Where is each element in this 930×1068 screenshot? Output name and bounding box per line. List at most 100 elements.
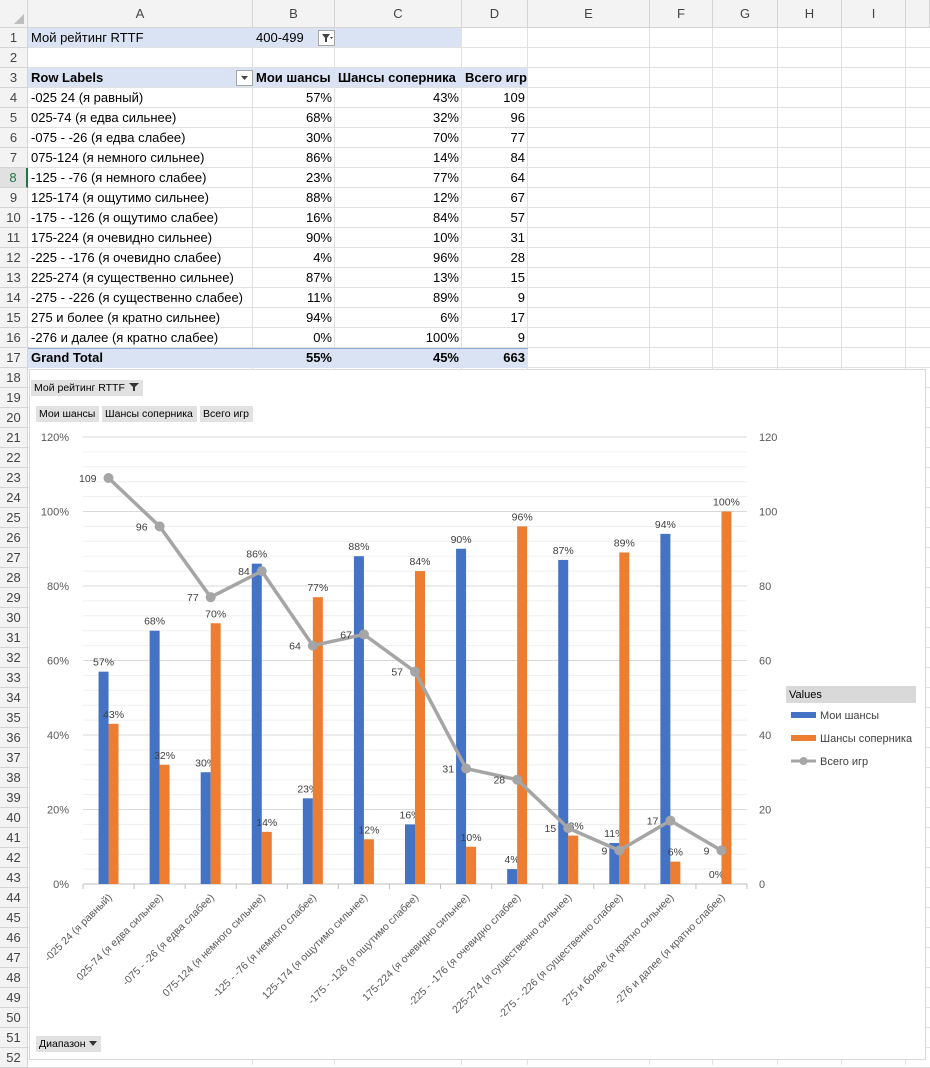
column-header-C[interactable]: C: [335, 0, 462, 28]
grand-total-cell[interactable]: 55%: [305, 350, 332, 365]
row-header-40[interactable]: 40: [0, 808, 28, 828]
table-cell[interactable]: 57: [510, 210, 525, 225]
table-cell[interactable]: 9: [517, 290, 525, 305]
table-cell[interactable]: 15: [510, 270, 525, 285]
table-cell[interactable]: 96: [510, 110, 525, 125]
row-header-37[interactable]: 37: [0, 748, 28, 768]
row-header-49[interactable]: 49: [0, 988, 28, 1008]
row-header-47[interactable]: 47: [0, 948, 28, 968]
table-cell[interactable]: 11%: [306, 290, 332, 305]
table-cell[interactable]: 0%: [313, 330, 332, 345]
row-header-12[interactable]: 12: [0, 248, 28, 268]
table-cell[interactable]: 89%: [432, 290, 459, 305]
table-cell[interactable]: 28: [510, 250, 525, 265]
table-cell[interactable]: -025 24 (я равный): [31, 90, 144, 105]
row-header-24[interactable]: 24: [0, 488, 28, 508]
table-cell[interactable]: 12%: [432, 190, 459, 205]
table-cell[interactable]: 100%: [425, 330, 459, 345]
table-cell[interactable]: 23%: [305, 170, 332, 185]
row-header-38[interactable]: 38: [0, 768, 28, 788]
row-header-4[interactable]: 4: [0, 88, 28, 108]
table-cell[interactable]: 32%: [432, 110, 459, 125]
row-header-44[interactable]: 44: [0, 888, 28, 908]
grand-total-cell[interactable]: 663: [503, 350, 525, 365]
column-header-E[interactable]: E: [528, 0, 650, 28]
row-header-50[interactable]: 50: [0, 1008, 28, 1028]
table-cell[interactable]: -225 - -176 (я очевидно слабее): [31, 250, 222, 265]
row-header-8[interactable]: 8: [0, 168, 28, 188]
filter-dropdown-button[interactable]: [318, 30, 335, 46]
table-cell[interactable]: 86%: [305, 150, 332, 165]
select-all-corner[interactable]: [0, 0, 28, 28]
table-cell[interactable]: 109: [503, 90, 525, 105]
table-cell[interactable]: 67: [510, 190, 525, 205]
chart-axis-field-button[interactable]: Диапазон: [36, 1036, 102, 1052]
table-cell[interactable]: 175-224 (я очевидно сильнее): [31, 230, 213, 245]
row-header-52[interactable]: 52: [0, 1048, 28, 1068]
chart-value-button-1[interactable]: Мои шансы: [36, 406, 99, 422]
row-header-34[interactable]: 34: [0, 688, 28, 708]
table-cell[interactable]: -125 - -76 (я немного слабее): [31, 170, 207, 185]
row-header-25[interactable]: 25: [0, 508, 28, 528]
row-header-32[interactable]: 32: [0, 648, 28, 668]
table-cell[interactable]: -276 и далее (я кратно слабее): [31, 330, 219, 345]
row-header-41[interactable]: 41: [0, 828, 28, 848]
column-header-A[interactable]: A: [28, 0, 253, 28]
row-header-23[interactable]: 23: [0, 468, 28, 488]
table-cell[interactable]: 88%: [305, 190, 332, 205]
table-cell[interactable]: 90%: [305, 230, 332, 245]
row-header-31[interactable]: 31: [0, 628, 28, 648]
table-cell[interactable]: 68%: [305, 110, 332, 125]
row-header-10[interactable]: 10: [0, 208, 28, 228]
row-header-18[interactable]: 18: [0, 368, 28, 388]
row-header-39[interactable]: 39: [0, 788, 28, 808]
row-header-43[interactable]: 43: [0, 868, 28, 888]
chart-value-button-2[interactable]: Шансы соперника: [102, 406, 197, 422]
row-header-36[interactable]: 36: [0, 728, 28, 748]
table-cell[interactable]: 31: [510, 230, 525, 245]
row-header-46[interactable]: 46: [0, 928, 28, 948]
table-cell[interactable]: 13%: [432, 270, 459, 285]
chart-value-button-3[interactable]: Всего игр: [200, 406, 253, 422]
table-cell[interactable]: 6%: [440, 310, 459, 325]
row-header-6[interactable]: 6: [0, 128, 28, 148]
row-header-2[interactable]: 2: [0, 48, 28, 68]
table-cell[interactable]: 43%: [432, 90, 459, 105]
row-header-9[interactable]: 9: [0, 188, 28, 208]
table-cell[interactable]: 30%: [305, 130, 332, 145]
table-cell[interactable]: 4%: [313, 250, 332, 265]
row-header-17[interactable]: 17: [0, 348, 28, 368]
row-header-15[interactable]: 15: [0, 308, 28, 328]
row-header-16[interactable]: 16: [0, 328, 28, 348]
row-header-48[interactable]: 48: [0, 968, 28, 988]
table-cell[interactable]: 275 и более (я кратно сильнее): [31, 310, 221, 325]
table-cell[interactable]: 025-74 (я едва сильнее): [31, 110, 177, 125]
grand-total-cell[interactable]: 45%: [432, 350, 459, 365]
row-header-19[interactable]: 19: [0, 388, 28, 408]
table-cell[interactable]: 96%: [432, 250, 459, 265]
row-header-29[interactable]: 29: [0, 588, 28, 608]
row-labels-dropdown-button[interactable]: [236, 70, 253, 86]
column-header-I[interactable]: I: [842, 0, 906, 28]
row-header-22[interactable]: 22: [0, 448, 28, 468]
table-cell[interactable]: 84: [510, 150, 525, 165]
table-cell[interactable]: 64: [510, 170, 525, 185]
row-header-33[interactable]: 33: [0, 668, 28, 688]
row-header-11[interactable]: 11: [0, 228, 28, 248]
row-header-30[interactable]: 30: [0, 608, 28, 628]
table-cell[interactable]: -275 - -226 (я существенно слабее): [31, 290, 244, 305]
table-cell[interactable]: 77%: [432, 170, 459, 185]
table-cell[interactable]: 225-274 (я существенно сильнее): [31, 270, 234, 285]
row-header-21[interactable]: 21: [0, 428, 28, 448]
column-header-B[interactable]: B: [253, 0, 335, 28]
table-cell[interactable]: -175 - -126 (я ощутимо слабее): [31, 210, 219, 225]
table-cell[interactable]: 84%: [432, 210, 459, 225]
table-cell[interactable]: 57%: [305, 90, 332, 105]
grand-total-cell[interactable]: Grand Total: [31, 350, 103, 365]
chart-filter-button[interactable]: Мой рейтинг RTTF: [31, 380, 143, 396]
pivot-chart[interactable]: 0% 20% 40% 60% 80% 100% 120% 0 20 40 60 80 100 120 57%…: [29, 369, 926, 1060]
table-cell[interactable]: 075-124 (я немного сильнее): [31, 150, 205, 165]
row-header-26[interactable]: 26: [0, 528, 28, 548]
table-cell[interactable]: 14%: [432, 150, 459, 165]
row-header-28[interactable]: 28: [0, 568, 28, 588]
